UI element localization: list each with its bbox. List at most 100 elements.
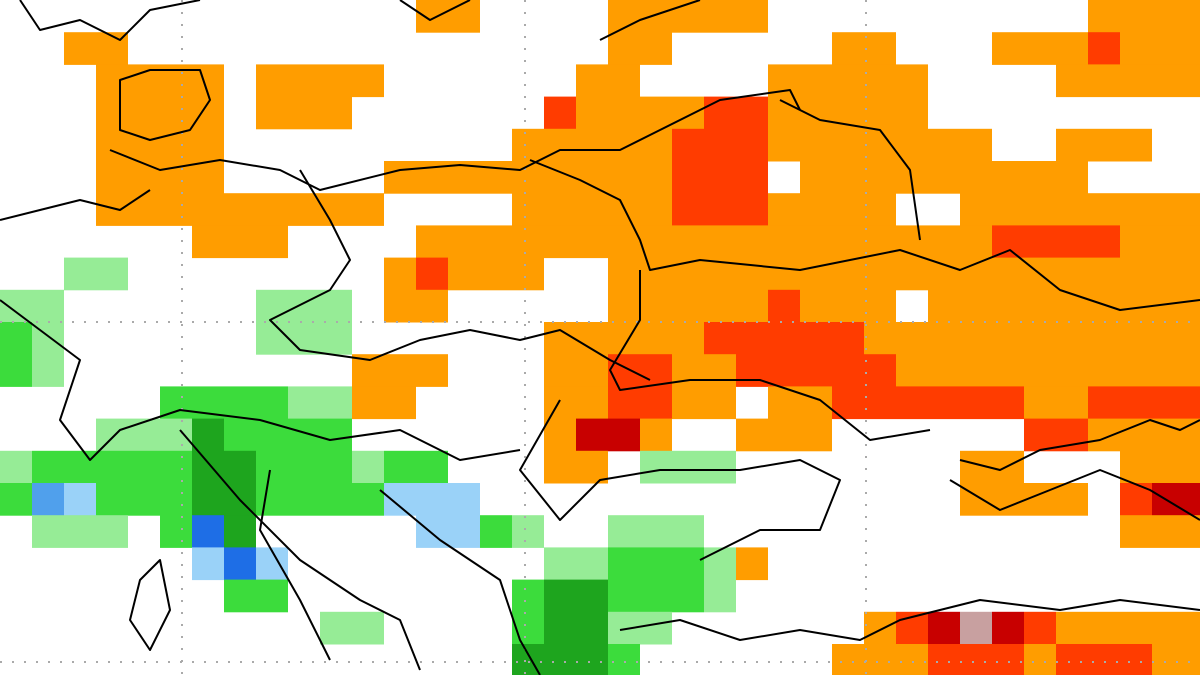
grid-cell: [512, 579, 544, 613]
grid-cell: [1024, 418, 1088, 452]
coastline: [599, 0, 701, 41]
grid-cell: [256, 289, 352, 323]
grid-cell: [1088, 32, 1120, 65]
grid-cell: [96, 193, 384, 226]
grid-cell: [672, 161, 768, 194]
grid-cell: [992, 611, 1024, 645]
grid-cell: [224, 579, 288, 613]
island: [129, 559, 171, 651]
grid-cell: [544, 418, 576, 452]
grid-cell: [352, 483, 384, 516]
grid-cell: [32, 354, 64, 387]
grid-cell: [0, 483, 32, 516]
grid-cell: [1088, 0, 1200, 33]
grid-cell: [608, 32, 672, 65]
coastline: [379, 489, 541, 675]
grid-cell: [96, 96, 224, 130]
grid-cell: [608, 289, 896, 323]
grid-cell: [416, 225, 960, 259]
grid-cell: [576, 96, 704, 130]
grid-cell: [352, 386, 416, 420]
grid-cell: [608, 579, 704, 613]
grid-cell: [0, 322, 32, 355]
grid-cell: [512, 193, 672, 226]
grid-cell: [384, 289, 448, 323]
grid-cell: [672, 128, 768, 162]
grid-cell: [1152, 483, 1200, 516]
grid-cell: [832, 644, 928, 675]
grid-cell: [384, 450, 448, 484]
grid-cell: [1152, 644, 1200, 675]
grid-cell: [192, 483, 256, 516]
grid-cell: [544, 354, 608, 387]
grid-cell: [704, 322, 864, 355]
grid-cell: [960, 611, 992, 645]
grid-cell: [480, 515, 512, 548]
grid-cell: [256, 483, 352, 516]
coastline: [959, 419, 1200, 471]
grid-cell: [512, 611, 544, 645]
grid-cell: [0, 289, 64, 323]
grid-cell: [1120, 515, 1200, 548]
grid-cell: [192, 515, 224, 548]
grid-cell: [608, 611, 672, 645]
grid-cell: [864, 322, 1200, 355]
grid-cell: [64, 32, 128, 65]
grid-cell: [928, 644, 1024, 675]
grid-cell: [1024, 611, 1056, 645]
coastline: [259, 469, 331, 661]
coastline: [19, 0, 201, 41]
grid-cell: [384, 257, 544, 291]
grid-cell: [544, 450, 608, 484]
coastline: [119, 69, 211, 141]
grid-cell: [192, 547, 224, 581]
grid-cell: [704, 579, 736, 613]
grid-cell: [256, 64, 384, 98]
grid-cell: [192, 418, 224, 452]
grid-cell: [320, 611, 384, 645]
grid-cell: [0, 354, 32, 387]
grid-cell: [192, 225, 288, 259]
grid-cell: [800, 161, 1088, 194]
grid-cell: [512, 515, 544, 548]
grid-cell: [672, 386, 736, 420]
grid-cell: [1024, 644, 1056, 675]
grid-cell: [32, 450, 192, 484]
grid-cell: [32, 483, 64, 516]
grid-cell: [64, 483, 96, 516]
grid-cell: [256, 450, 352, 484]
grid-cell: [1056, 128, 1152, 162]
coastline: [949, 469, 1200, 521]
grid-cell: [768, 386, 832, 420]
grid-cell: [992, 225, 1120, 259]
grid-cell: [1024, 386, 1088, 420]
grid-cell: [928, 611, 960, 645]
grid-cell: [544, 611, 608, 645]
grid-cell: [96, 128, 224, 162]
grid-cell: [512, 161, 672, 194]
grid-cell: [640, 418, 672, 452]
grid-cell: [768, 193, 896, 226]
grid-cell: [576, 64, 640, 98]
border: [0, 299, 521, 461]
grid-cell: [1120, 450, 1200, 484]
grid-cell: [544, 547, 608, 581]
grid-cell: [960, 225, 992, 259]
border: [529, 159, 1200, 311]
grid-cell: [1088, 386, 1200, 420]
grid-cell: [96, 418, 192, 452]
grid-cell: [736, 547, 768, 581]
grid-cell: [384, 483, 480, 516]
grid-cell: [1056, 64, 1200, 98]
grid-cell: [96, 161, 224, 194]
grid-cell: [736, 354, 896, 387]
grid-cell: [704, 547, 736, 581]
grid-cell: [512, 128, 672, 162]
grid-cell: [96, 483, 192, 516]
grid-cell: [288, 386, 352, 420]
border: [109, 89, 801, 191]
grid-cell: [544, 579, 608, 613]
grid-cell: [512, 644, 608, 675]
